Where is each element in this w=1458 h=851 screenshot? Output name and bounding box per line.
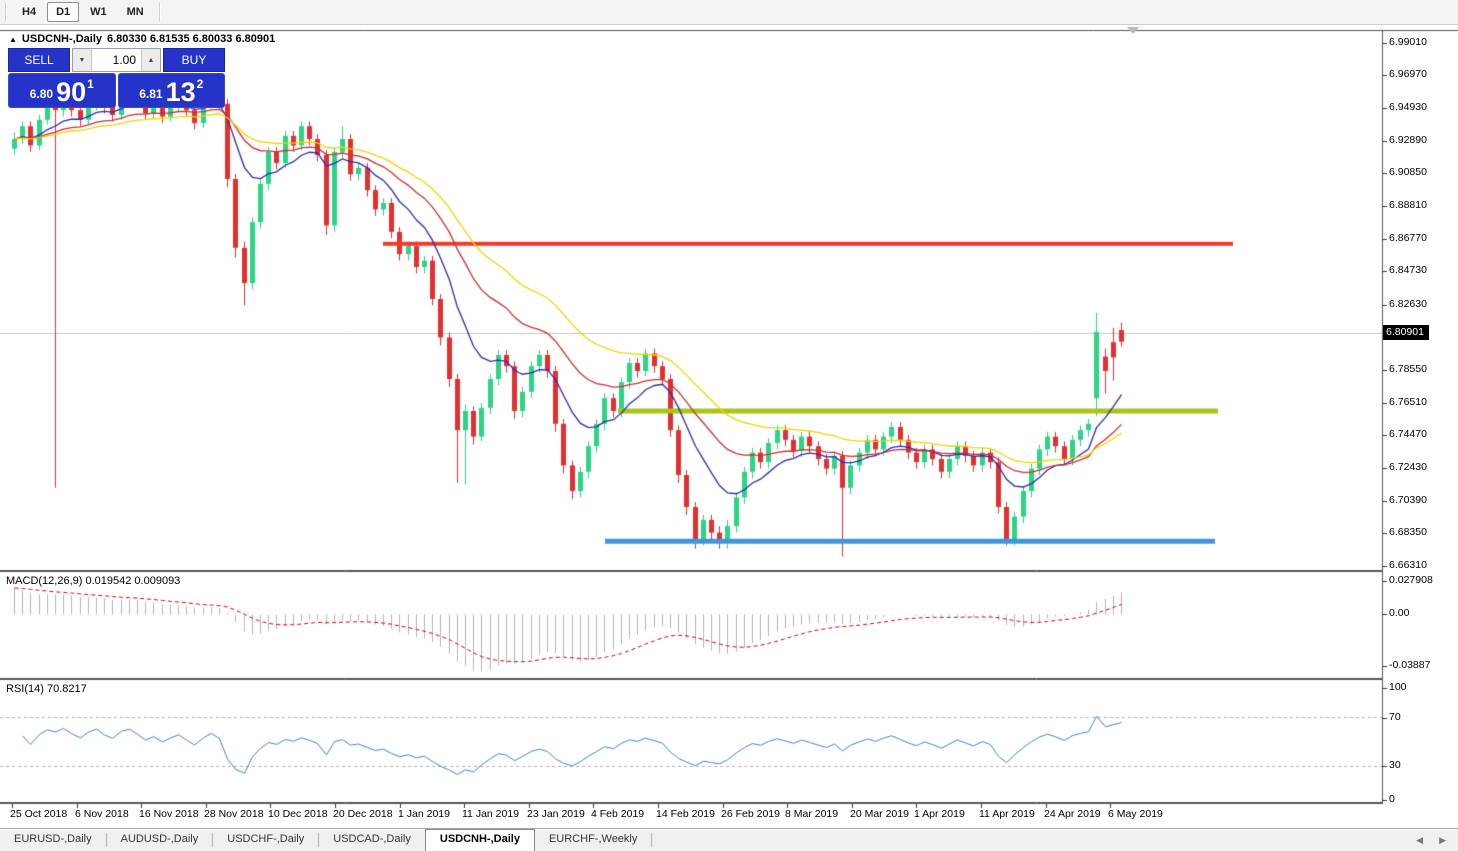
date-axis-label: 26 Feb 2019 xyxy=(721,808,780,820)
date-axis-label: 28 Nov 2018 xyxy=(204,808,264,820)
price-axis-label: 6.86770 xyxy=(1389,231,1427,244)
price-axis-label: 6.92890 xyxy=(1389,133,1427,146)
price-axis-label: 6.70390 xyxy=(1389,493,1427,506)
buy-price-prefix: 6.81 xyxy=(139,87,163,101)
timeframe-button-h4[interactable]: H4 xyxy=(22,6,37,18)
rsi-axis-label: 70 xyxy=(1389,711,1401,723)
price-axis-label: 6.66310 xyxy=(1389,559,1427,572)
tab-separator xyxy=(105,833,107,847)
date-axis-label: 20 Dec 2018 xyxy=(333,808,393,820)
price-axis-label: 6.72430 xyxy=(1389,461,1427,474)
date-axis-label: 1 Apr 2019 xyxy=(914,808,965,820)
tab-separator xyxy=(651,833,653,847)
date-axis-label: 23 Jan 2019 xyxy=(527,808,585,820)
price-axis-label: 6.68350 xyxy=(1389,526,1427,539)
date-axis-label: 4 Feb 2019 xyxy=(591,808,645,820)
rsi-axis-label: 100 xyxy=(1389,681,1407,693)
toolbar-separator xyxy=(158,3,161,21)
price-axis-label: 6.76510 xyxy=(1389,395,1427,408)
date-axis-label: 16 Nov 2018 xyxy=(139,808,199,820)
date-axis-label: 6 May 2019 xyxy=(1108,808,1163,820)
sell-price-pips: 90 xyxy=(56,77,87,108)
macd-label: MACD(12,26,9) 0.019542 0.009093 xyxy=(6,575,181,587)
volume-input[interactable]: 1.00 xyxy=(112,53,136,67)
sell-price-point: 1 xyxy=(87,77,94,91)
macd-axis-label: -0.03887 xyxy=(1389,659,1431,671)
date-axis-label: 8 Mar 2019 xyxy=(785,808,839,820)
date-axis-label: 25 Oct 2018 xyxy=(10,808,68,820)
price-axis-label: 6.88810 xyxy=(1389,199,1427,212)
buy-button[interactable]: BUY xyxy=(163,48,225,72)
current-price-tag: 6.80901 xyxy=(1383,324,1429,340)
chart-ohlc-values: 6.80330 6.81535 6.80033 6.80901 xyxy=(107,33,276,45)
date-axis-label: 11 Jan 2019 xyxy=(462,808,520,820)
macd-axis-label: 0.00 xyxy=(1389,607,1410,619)
price-axis-label: 6.78550 xyxy=(1389,363,1427,376)
sell-quote-panel[interactable]: 6.80 90 1 xyxy=(8,73,116,108)
timeframe-button-w1[interactable]: W1 xyxy=(90,6,107,18)
date-axis-label: 11 Apr 2019 xyxy=(979,808,1035,820)
date-axis-label: 1 Jan 2019 xyxy=(398,808,450,820)
chart-symbol-label: USDCNH-,Daily xyxy=(21,33,102,45)
date-axis-label: 20 Mar 2019 xyxy=(850,808,909,820)
one-click-trade-panel: SELL ▼ 1.00 ▲ BUY 6.80 90 1 6.81 13 2 xyxy=(8,48,225,108)
chart-tabs: EURUSD-,Daily AUDUSD-,Daily USDCHF-,Daily U… xyxy=(0,829,653,851)
price-axis-label: 6.90850 xyxy=(1389,166,1427,179)
tab-separator xyxy=(318,833,320,847)
volume-stepper: ▼ 1.00 ▲ xyxy=(72,48,161,72)
chart-tab-usdcnh[interactable]: USDCNH-,Daily xyxy=(424,829,535,851)
chart-tab-eurusd[interactable]: EURUSD-,Daily xyxy=(14,833,92,845)
timeframe-toolbar: H4 D1 W1 MN xyxy=(0,0,1458,25)
price-axis-label: 6.82630 xyxy=(1389,297,1427,310)
chart-title: ▲ USDCNH-,Daily 6.80330 6.81535 6.80033 … xyxy=(9,33,275,45)
price-axis-label: 6.96970 xyxy=(1389,68,1427,81)
timeframe-buttons: H4 D1 W1 MN xyxy=(12,2,154,22)
date-axis-label: 14 Feb 2019 xyxy=(656,808,715,820)
rsi-axis-label: 30 xyxy=(1389,759,1401,771)
chart-tab-eurchf[interactable]: EURCHF-,Weekly xyxy=(548,833,638,845)
date-axis-label: 6 Nov 2018 xyxy=(75,808,129,820)
chart-tab-usdchf[interactable]: USDCHF-,Daily xyxy=(227,833,305,845)
buy-price-point: 2 xyxy=(196,77,204,91)
sell-price-prefix: 6.80 xyxy=(29,87,54,101)
toolbar-separator xyxy=(5,3,7,21)
volume-decrease-icon[interactable]: ▼ xyxy=(73,49,92,71)
price-axis-label: 6.99010 xyxy=(1389,35,1427,48)
macd-axis-label: 0.027908 xyxy=(1389,574,1433,586)
date-axis-label: 10 Dec 2018 xyxy=(268,808,328,820)
macd-values: 0.019542 0.009093 xyxy=(85,575,181,587)
chart-tab-audusd[interactable]: AUDUSD-,Daily xyxy=(120,833,199,845)
price-axis-label: 6.94930 xyxy=(1389,101,1427,114)
rsi-value: 70.8217 xyxy=(46,683,87,695)
buy-price-pips: 13 xyxy=(165,77,196,108)
timeframe-button-mn[interactable]: MN xyxy=(126,6,144,18)
tab-scroll-left-icon[interactable]: ◀ xyxy=(1416,834,1424,845)
sell-button[interactable]: SELL xyxy=(8,48,70,72)
price-axis-label: 6.84730 xyxy=(1389,264,1427,277)
chart-tab-bar: EURUSD-,Daily AUDUSD-,Daily USDCHF-,Daily U… xyxy=(0,828,1458,851)
price-axis-label: 6.74470 xyxy=(1389,428,1427,441)
chart-shift-marker-icon[interactable] xyxy=(1127,27,1139,34)
tab-separator xyxy=(212,833,214,847)
timeframe-button-d1[interactable]: D1 xyxy=(47,2,80,22)
chart-tab-usdcad[interactable]: USDCAD-,Daily xyxy=(333,833,411,845)
price-chart-canvas[interactable] xyxy=(0,0,1458,812)
buy-quote-panel[interactable]: 6.81 13 2 xyxy=(117,73,225,108)
collapse-icon[interactable]: ▲ xyxy=(9,34,17,44)
tab-scroll-right-icon[interactable]: ▶ xyxy=(1439,834,1446,845)
volume-increase-icon[interactable]: ▲ xyxy=(141,49,160,71)
rsi-label: RSI(14) 70.8217 xyxy=(6,683,87,695)
date-axis-label: 24 Apr 2019 xyxy=(1044,808,1101,820)
rsi-axis-label: 0 xyxy=(1389,793,1395,805)
